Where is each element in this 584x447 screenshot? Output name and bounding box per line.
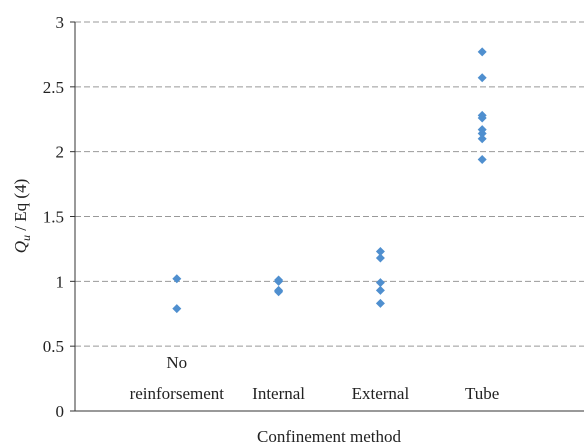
point	[477, 129, 487, 139]
point	[477, 47, 487, 57]
point	[477, 154, 487, 164]
y-tick-label: 2.5	[43, 78, 64, 97]
y-tick-label: 1	[56, 272, 65, 291]
point	[375, 247, 385, 257]
y-axis-symbol: Q	[11, 241, 30, 253]
point	[477, 113, 487, 123]
x-tick-label: Internal	[252, 384, 306, 403]
x-tick-label: External	[351, 384, 410, 403]
point	[375, 253, 385, 263]
y-tick-label: 0.5	[43, 337, 64, 356]
x-tick-label: No reinforsement	[129, 353, 224, 403]
point	[477, 73, 487, 83]
point	[375, 285, 385, 295]
point	[172, 304, 182, 314]
point	[172, 274, 182, 284]
point	[477, 134, 487, 144]
x-axis-title: Confinement method	[257, 427, 402, 446]
y-tick-label: 0	[56, 402, 65, 421]
y-tick-label: 1.5	[43, 208, 64, 227]
y-axis-title: Qu / Eq (4)	[11, 179, 33, 253]
point	[375, 298, 385, 308]
point	[375, 278, 385, 288]
point	[274, 287, 284, 297]
y-axis-text: / Eq (4)	[11, 179, 30, 235]
point	[274, 276, 284, 286]
x-tick-label: Tube	[465, 384, 500, 403]
y-tick-label: 3	[56, 13, 65, 32]
y-axis-subscript: u	[19, 235, 33, 241]
y-tick-label: 2	[56, 143, 65, 162]
